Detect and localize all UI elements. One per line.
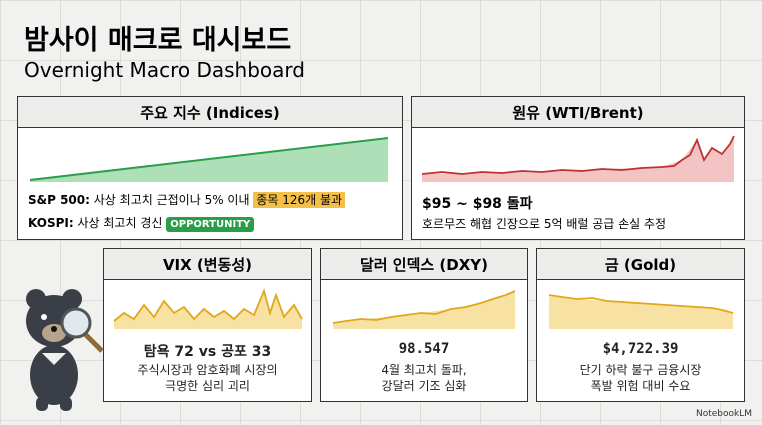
headline: $95 ~ $98 돌파 [422, 196, 533, 212]
panel-title: 금 (Gold) [537, 249, 744, 280]
vix-panel: VIX (변동성) 탐욕 72 vs 공포 33 주식시장과 암호화폐 시장의 … [103, 248, 312, 402]
indices-panel: 주요 지수 (Indices) S&P 500: 사상 최고치 근접이나 5% … [17, 96, 403, 240]
sparkline [113, 288, 303, 329]
panel-title: 달러 인덱스 (DXY) [321, 249, 527, 280]
sparkline [548, 294, 734, 329]
line: 강달러 기조 심화 [381, 379, 467, 393]
line: 주식시장과 암호화폐 시장의 [137, 363, 278, 377]
footer: NotebookLM [695, 409, 752, 419]
headline: 98.547 [398, 341, 450, 357]
badge: OPPORTUNITY [166, 217, 255, 232]
line: 극명한 심리 괴리 [165, 379, 250, 393]
sparkline [421, 135, 735, 182]
sparkline [332, 290, 516, 329]
line: 호르무즈 해협 긴장으로 5억 배럴 공급 손실 추정 [422, 217, 667, 231]
label: KOSPI: [28, 216, 74, 230]
text: 사상 최고치 경신 [77, 216, 163, 230]
line: 폭발 위험 대비 수요 [590, 379, 691, 393]
line: KOSPI: 사상 최고치 경신 OPPORTUNITY [28, 214, 255, 232]
headline: $4,722.39 [602, 341, 679, 357]
panel-title: 원유 (WTI/Brent) [412, 97, 744, 128]
dxy-panel: 달러 인덱스 (DXY) 98.547 4월 최고치 돌파, 강달러 기조 심화 [320, 248, 528, 402]
text: 사상 최고치 근접이나 5% 이내 [93, 193, 250, 207]
line: S&P 500: 사상 최고치 근접이나 5% 이내 종목 126개 불과 [28, 191, 346, 208]
title: 밤사이 매크로 대시보드 [24, 25, 292, 56]
bear-illustration [26, 289, 104, 411]
sparkline [29, 137, 389, 182]
highlight: 종목 126개 불과 [253, 192, 346, 208]
subtitle: Overnight Macro Dashboard [24, 58, 305, 82]
line: 4월 최고치 돌파, [381, 363, 467, 377]
oil-panel: 원유 (WTI/Brent) $95 ~ $98 돌파 호르무즈 해협 긴장으로… [411, 96, 745, 240]
headline: 탐욕 72 vs 공포 33 [143, 344, 272, 360]
label: S&P 500: [28, 193, 90, 207]
gold-panel: 금 (Gold) $4,722.39 단기 하락 불구 금융시장 폭발 위험 대… [536, 248, 745, 402]
line: 단기 하락 불구 금융시장 [579, 363, 702, 377]
panel-title: 주요 지수 (Indices) [18, 97, 402, 128]
panel-title: VIX (변동성) [104, 249, 311, 280]
